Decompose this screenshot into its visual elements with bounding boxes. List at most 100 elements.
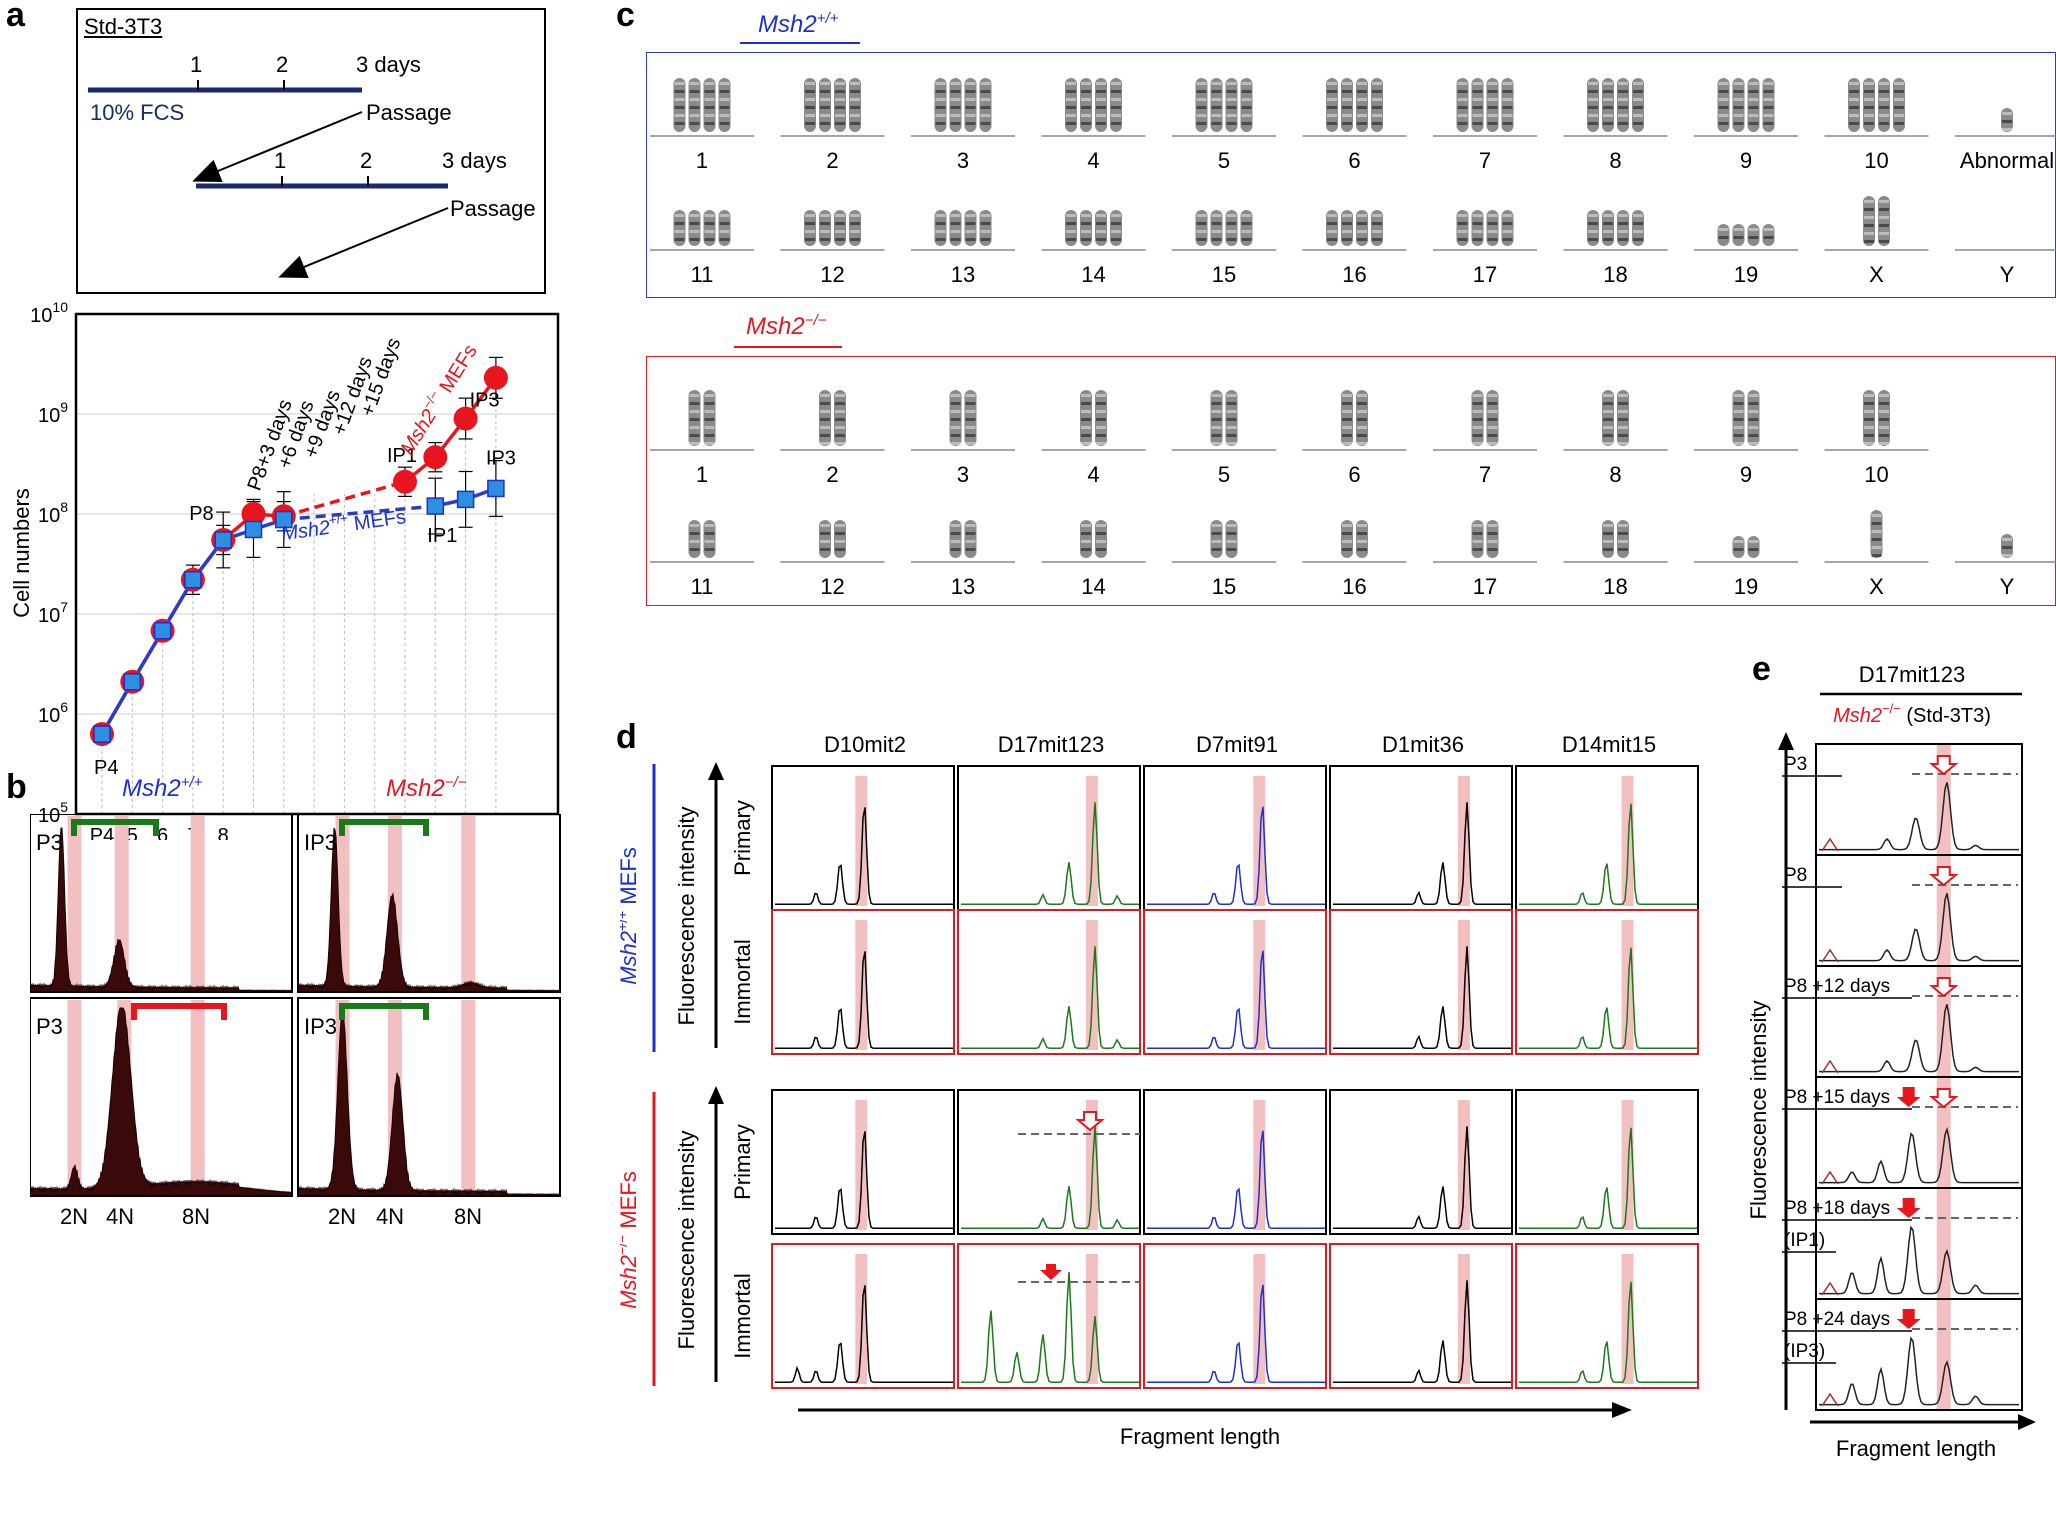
chromosome-band — [1502, 98, 1513, 101]
chromosome-band — [1096, 238, 1106, 241]
chromosome-band — [1618, 90, 1628, 93]
chromosome-band — [1879, 106, 1889, 109]
chromosome-band — [1849, 106, 1859, 109]
chromosome-band — [1211, 532, 1222, 535]
label-wt-ip1: IP1 — [427, 525, 457, 547]
chromosome-band — [1196, 122, 1207, 125]
chromosome-band — [965, 98, 976, 101]
panel-a-letter: a — [6, 0, 25, 34]
chromosome-band — [1096, 82, 1106, 85]
chromosome-band — [805, 122, 815, 125]
chromosome-band — [1871, 530, 1882, 533]
chromosome-band — [1081, 106, 1091, 109]
chromosome-band — [1748, 228, 1759, 231]
row-label: Primary — [730, 800, 755, 876]
chromosome-band — [1226, 90, 1237, 93]
peak-highlight — [1621, 920, 1634, 1050]
chromosome-band — [1066, 106, 1076, 109]
x-axis-arrowhead — [2018, 1414, 2036, 1430]
chromosome-band — [704, 106, 715, 109]
chromosome-band — [820, 90, 830, 93]
chromosome-band — [1327, 106, 1337, 109]
chromosome-band — [1864, 410, 1874, 413]
chromosome-band — [1081, 540, 1091, 543]
solid-arrow-icon — [1896, 1309, 1921, 1329]
chromosome-band — [1763, 236, 1774, 239]
chromosome-band — [1487, 98, 1498, 101]
chromosome-band — [1372, 82, 1382, 85]
chromosome-band — [1472, 222, 1483, 225]
chromosome-label: 14 — [1081, 574, 1105, 599]
chromosome-band — [1457, 106, 1468, 109]
chromosome-band — [1096, 214, 1106, 217]
chromosome-band — [1211, 114, 1222, 117]
chromosome-band — [1066, 98, 1076, 101]
chromosome-band — [820, 442, 830, 445]
chromosome-band — [1487, 540, 1498, 543]
chromosome-band — [674, 222, 685, 225]
chromosome-band — [1502, 82, 1513, 85]
fragment-trace — [1819, 1126, 2019, 1184]
chromosome — [804, 210, 816, 246]
chromosome-band — [1342, 238, 1352, 241]
chromosome-band — [1226, 106, 1237, 109]
chromosome-band — [1502, 114, 1513, 117]
chromosome-band — [674, 82, 685, 85]
chromosome-band — [950, 214, 961, 217]
chromosome-band — [1372, 214, 1382, 217]
chromosome-band — [719, 90, 730, 93]
fragment-trace — [1333, 946, 1513, 1049]
chromosome-band — [1603, 540, 1613, 543]
chromosome-band — [820, 222, 830, 225]
y-tick-label: 109 — [38, 399, 68, 427]
chromosome-band — [1748, 442, 1759, 445]
chromosome-label: 10 — [1864, 462, 1888, 487]
chromosome-band — [1733, 540, 1744, 543]
chromosome-band — [835, 402, 845, 405]
chromosome — [1878, 196, 1890, 246]
peak-highlight — [855, 776, 868, 906]
chromosome-band — [1211, 540, 1222, 543]
fragment-trace — [1819, 1004, 2019, 1073]
chromosome-band — [1081, 82, 1091, 85]
chromosome-band — [1111, 214, 1121, 217]
chromosome-band — [1211, 410, 1222, 413]
chromosome-band — [1864, 232, 1874, 235]
chromosome-band — [704, 548, 715, 551]
chromosome-band — [805, 106, 815, 109]
chromosome-band — [965, 540, 976, 543]
chromosome — [1326, 210, 1338, 246]
wt-point — [456, 490, 475, 509]
chromosome-band — [1879, 410, 1889, 413]
chromosome — [1095, 210, 1107, 246]
ploidy-highlight — [190, 1000, 205, 1194]
chromosome-band — [1211, 426, 1222, 429]
dna-histogram — [30, 1007, 293, 1197]
c-ko-title: Msh2−/− — [746, 312, 827, 340]
chromosome-band — [1879, 200, 1889, 203]
chromosome-band — [835, 524, 845, 527]
chromosome-band — [1357, 442, 1367, 445]
peak-highlight — [855, 1254, 868, 1384]
chromosome-band — [1457, 222, 1468, 225]
chromosome-band — [689, 548, 700, 551]
tick-1: 1 — [190, 52, 203, 77]
chromosome-band — [1357, 532, 1367, 535]
chromosome-band — [1111, 230, 1121, 233]
tick-3b: 3 days — [442, 148, 507, 173]
wt-point — [244, 520, 263, 539]
chromosome-band — [704, 82, 715, 85]
chromosome-band — [704, 442, 715, 445]
wt-point — [123, 673, 142, 691]
chromosome-band — [850, 230, 860, 233]
chromosome-band — [1588, 222, 1598, 225]
ko-series-label: Msh2−/− MEFs — [393, 339, 482, 459]
chromosome-band — [1211, 418, 1222, 421]
chromosome-band — [1081, 214, 1091, 217]
fragment-trace — [775, 1285, 955, 1383]
chromosome-band — [1864, 394, 1874, 397]
chromosome-band — [835, 548, 845, 551]
chromosome-band — [1633, 230, 1643, 233]
protocol-box: Std-3T3 1 2 3 days 10% FCS Passage 1 2 3… — [76, 8, 546, 294]
chromosome-band — [980, 222, 991, 225]
